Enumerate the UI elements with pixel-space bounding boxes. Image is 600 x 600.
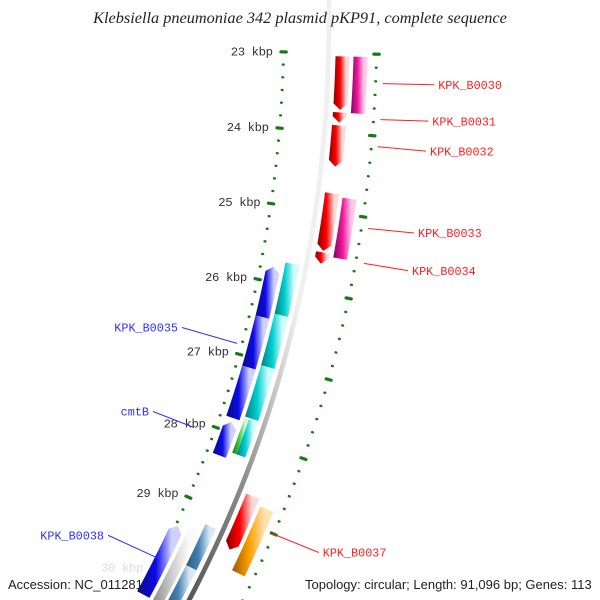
svg-text:24 kbp: 24 kbp bbox=[227, 121, 269, 135]
svg-text:29 kbp: 29 kbp bbox=[136, 487, 178, 501]
svg-text:KPK_B0038: KPK_B0038 bbox=[40, 529, 104, 543]
svg-text:KPK_B0035: KPK_B0035 bbox=[114, 322, 178, 336]
svg-text:KPK_B0037: KPK_B0037 bbox=[323, 547, 387, 561]
svg-text:26 kbp: 26 kbp bbox=[205, 271, 247, 285]
svg-text:cmtB: cmtB bbox=[121, 406, 149, 420]
svg-text:28 kbp: 28 kbp bbox=[164, 418, 206, 432]
svg-text:KPK_B0034: KPK_B0034 bbox=[412, 265, 476, 279]
svg-text:Klebsiella pneumoniae 342 plas: Klebsiella pneumoniae 342 plasmid pKP91,… bbox=[92, 8, 507, 27]
svg-text:30 kbp: 30 kbp bbox=[101, 561, 143, 575]
svg-text:Accession: NC_011281: Accession: NC_011281 bbox=[8, 577, 143, 592]
svg-text:KPK_B0030: KPK_B0030 bbox=[438, 79, 502, 93]
svg-text:KPK_B0033: KPK_B0033 bbox=[418, 227, 482, 241]
svg-text:25 kbp: 25 kbp bbox=[218, 196, 260, 210]
svg-text:27 kbp: 27 kbp bbox=[187, 345, 229, 359]
svg-text:KPK_B0032: KPK_B0032 bbox=[430, 145, 494, 159]
svg-text:Topology: circular; Length: 91: Topology: circular; Length: 91,096 bp; G… bbox=[305, 577, 592, 592]
svg-text:23 kbp: 23 kbp bbox=[231, 46, 273, 60]
svg-text:KPK_B0031: KPK_B0031 bbox=[432, 115, 496, 129]
